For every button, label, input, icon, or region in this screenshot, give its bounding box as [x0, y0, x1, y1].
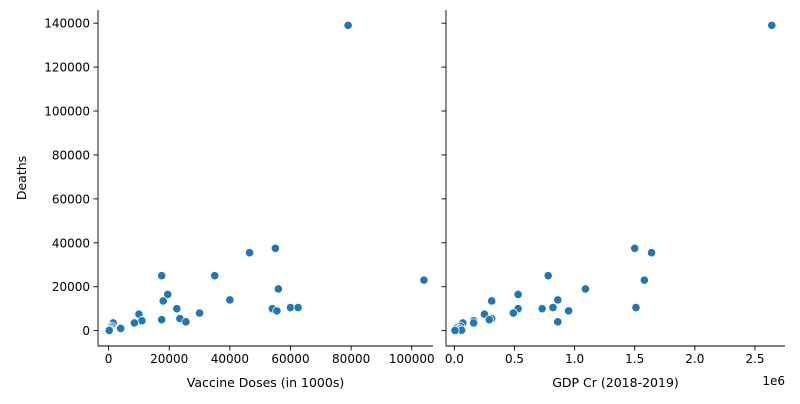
y-tick-label: 140000 [44, 17, 90, 31]
data-point [158, 296, 168, 306]
data-point [104, 325, 114, 336]
y-axis-label: Deaths [14, 156, 29, 200]
data-point [225, 295, 235, 305]
data-point [564, 306, 574, 316]
x-tick-label: 0.5 [505, 352, 524, 366]
data-point [172, 304, 182, 314]
data-point [484, 315, 494, 325]
data-point [639, 275, 649, 285]
data-point [487, 296, 497, 306]
x-tick-label: 40000 [211, 352, 249, 366]
data-point [343, 20, 353, 30]
data-point [194, 308, 205, 318]
x-tick-label: 2.5 [745, 352, 764, 366]
y-tick-label: 120000 [44, 61, 90, 75]
x-tick-label: 0.0 [445, 352, 464, 366]
data-point [767, 20, 777, 30]
data-point [553, 295, 563, 305]
x-axis-label: GDP Cr (2018-2019) [552, 375, 679, 390]
y-tick-label: 40000 [52, 236, 90, 250]
data-point [293, 302, 303, 313]
data-point [285, 302, 296, 313]
data-point [553, 317, 563, 327]
data-point [272, 306, 282, 316]
y-tick-label: 100000 [44, 105, 90, 119]
data-point [419, 275, 429, 285]
panel-gdp: 0.0 0.5 1.0 1.5 2.0 2.5 GDP Cr (2018-2019) 1e6 [441, 10, 785, 390]
data-point [508, 308, 518, 318]
data-point [210, 271, 220, 281]
data-point [270, 243, 280, 253]
data-point [543, 271, 553, 281]
data-point [157, 315, 167, 325]
x-tick-label: 60000 [271, 352, 309, 366]
data-point [137, 316, 147, 326]
data-point [129, 318, 139, 328]
x-tick-label: 0 [105, 352, 113, 366]
y-tick-label: 80000 [52, 148, 90, 162]
data-point [273, 284, 283, 294]
x-tick-label: 20000 [150, 352, 188, 366]
data-point [450, 325, 460, 336]
panel-vaccine-doses: 0 20000 40000 60000 80000 100000 0 20000 40000 60… [14, 10, 435, 390]
x-offset-text: 1e6 [762, 374, 785, 388]
data-point [646, 248, 657, 258]
x-tick-label: 100000 [389, 352, 435, 366]
data-point [580, 284, 591, 294]
data-point [548, 302, 558, 313]
y-tick-label: 20000 [52, 280, 90, 294]
data-point [244, 248, 255, 258]
x-tick-label: 2.0 [685, 352, 704, 366]
data-point [537, 304, 547, 314]
data-point [631, 302, 641, 313]
data-point [469, 318, 479, 328]
data-point [157, 271, 167, 281]
y-tick-label: 60000 [52, 192, 90, 206]
x-tick-label: 1.5 [625, 352, 644, 366]
data-point [181, 317, 191, 327]
x-axis-label: Vaccine Doses (in 1000s) [187, 375, 344, 390]
data-point [513, 289, 523, 299]
x-tick-label: 80000 [332, 352, 370, 366]
data-point [630, 243, 640, 253]
data-point [163, 289, 173, 299]
x-tick-label: 1.0 [565, 352, 584, 366]
data-point [116, 323, 126, 334]
y-tick-label: 0 [82, 324, 90, 338]
